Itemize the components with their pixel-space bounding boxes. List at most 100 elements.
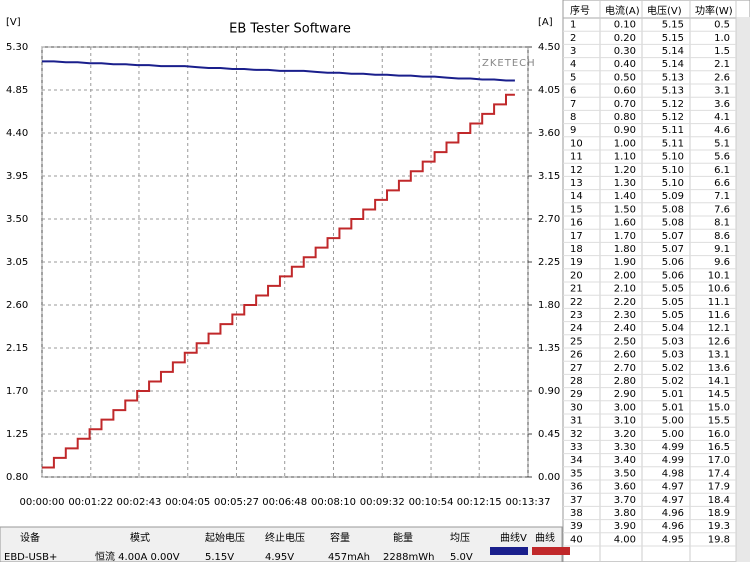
table-cell: 7 (570, 99, 576, 110)
table-cell: 5.01 (662, 389, 684, 400)
summary-header: 容量 (330, 531, 350, 544)
summary-cell: 恒流 4.00A 0.00V (95, 550, 180, 562)
series-line (42, 93, 515, 469)
table-cell: 13 (570, 178, 583, 189)
summary-header: 曲线V (500, 531, 527, 544)
y-tick-label: 3.95 (6, 171, 28, 182)
table-cell: 3.80 (614, 508, 636, 519)
scrollbar[interactable] (736, 17, 750, 562)
y2-tick-label: 3.15 (538, 171, 560, 182)
summary-header: 曲线 (535, 531, 555, 544)
summary-cell: 457mAh (328, 552, 370, 562)
table-cell: 5.12 (662, 99, 684, 110)
table-cell: 9.6 (714, 257, 730, 268)
table-cell: 13.6 (708, 363, 730, 374)
curve-swatch[interactable] (532, 547, 570, 555)
summary-header: 设备 (20, 531, 40, 544)
table-cell: 10.6 (708, 284, 730, 295)
table-cell: 16.5 (708, 442, 730, 453)
y2-tick-label: 2.70 (538, 214, 560, 225)
table-cell: 2.90 (614, 389, 636, 400)
x-tick-label: 00:13:37 (506, 497, 551, 508)
table-cell: 5.05 (662, 297, 684, 308)
summary-cell: 5.15V (205, 552, 234, 562)
table-cell: 31 (570, 416, 583, 427)
table-cell: 6.6 (714, 178, 730, 189)
x-tick-label: 00:04:05 (165, 497, 210, 508)
table-cell: 10.1 (708, 270, 730, 281)
y2-tick-label: 0.00 (538, 472, 560, 483)
table-cell: 2.50 (614, 336, 636, 347)
table-cell: 4.96 (662, 521, 684, 532)
table-cell: 17 (570, 231, 583, 242)
table-cell: 4.96 (662, 508, 684, 519)
table-cell: 16.0 (708, 429, 730, 440)
table-cell: 5.08 (662, 204, 684, 215)
x-tick-label: 00:01:22 (68, 497, 113, 508)
table-cell: 5 (570, 72, 576, 83)
table-cell: 5.10 (662, 165, 684, 176)
summary-header: 起始电压 (205, 531, 245, 544)
y-tick-label: 4.40 (6, 128, 28, 139)
table-cell: 3.00 (614, 402, 636, 413)
table-cell: 5.08 (662, 218, 684, 229)
table-cell: 6 (570, 86, 576, 97)
table-cell: 1.40 (614, 191, 636, 202)
table-cell: 9.1 (714, 244, 730, 255)
table-cell: 5.07 (662, 244, 684, 255)
table-cell: 33 (570, 442, 583, 453)
table-cell: 1.90 (614, 257, 636, 268)
y2-tick-label: 1.35 (538, 343, 560, 354)
table-cell: 2 (570, 33, 576, 44)
table-cell: 5.05 (662, 310, 684, 321)
table-cell: 3.70 (614, 495, 636, 506)
table-cell: 0.20 (614, 33, 636, 44)
table-cell: 5.10 (662, 178, 684, 189)
table-cell: 12.6 (708, 336, 730, 347)
table-cell: 5.03 (662, 350, 684, 361)
table-cell: 4.97 (662, 495, 684, 506)
table-cell: 3.1 (714, 86, 730, 97)
x-tick-label: 00:10:54 (409, 497, 454, 508)
table-cell: 5.10 (662, 152, 684, 163)
table-cell: 23 (570, 310, 583, 321)
table-cell: 5.01 (662, 402, 684, 413)
table-cell: 5.03 (662, 336, 684, 347)
table-cell: 5.14 (662, 46, 684, 57)
table-header: 序号 (570, 4, 590, 17)
table-cell: 1.80 (614, 244, 636, 255)
summary-panel (0, 526, 563, 562)
y2-tick-label: 2.25 (538, 257, 560, 268)
table-cell: 36 (570, 482, 583, 493)
watermark: ZKETECH (482, 58, 536, 69)
table-cell: 17.9 (708, 482, 730, 493)
table-cell: 5.15 (662, 33, 684, 44)
table-cell: 0.30 (614, 46, 636, 57)
y-axis-label: [V] (6, 17, 21, 28)
table-cell: 26 (570, 350, 583, 361)
y-tick-label: 1.70 (6, 386, 28, 397)
table-cell: 5.00 (662, 429, 684, 440)
curve-swatch[interactable] (490, 547, 528, 555)
table-cell: 35 (570, 468, 583, 479)
table-cell: 17.0 (708, 455, 730, 466)
table-cell: 5.09 (662, 191, 684, 202)
table-cell: 18.4 (708, 495, 730, 506)
x-tick-label: 00:05:27 (214, 497, 259, 508)
table-cell: 10 (570, 138, 583, 149)
table-cell: 8.6 (714, 231, 730, 242)
table-cell: 8.1 (714, 218, 730, 229)
table-cell: 3.10 (614, 416, 636, 427)
summary-header: 能量 (393, 531, 413, 544)
table-cell: 12.1 (708, 323, 730, 334)
table-cell: 0.5 (714, 20, 730, 31)
table-cell: 5.14 (662, 59, 684, 70)
table-cell: 18.9 (708, 508, 730, 519)
summary-header: 模式 (130, 531, 150, 544)
table-cell: 27 (570, 363, 583, 374)
y-tick-label: 3.05 (6, 257, 28, 268)
data-table-panel (562, 0, 750, 562)
x-tick-label: 00:09:32 (360, 497, 405, 508)
table-cell: 4.00 (614, 534, 636, 545)
